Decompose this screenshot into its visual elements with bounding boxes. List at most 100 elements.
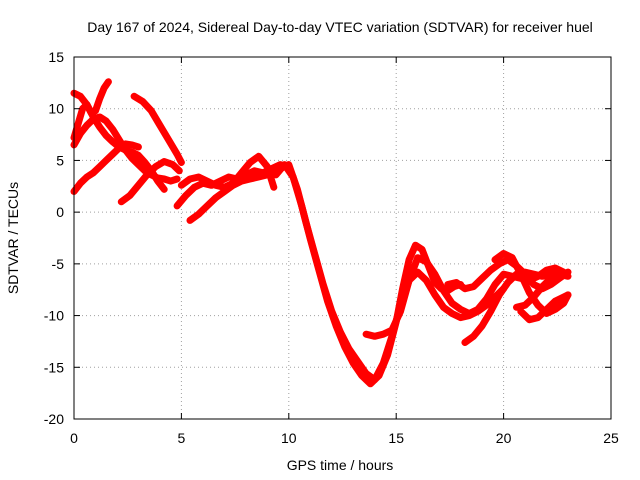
data-point — [225, 173, 232, 180]
data-point — [96, 124, 103, 131]
data-point — [285, 161, 292, 168]
data-point — [96, 113, 103, 120]
data-point — [83, 173, 90, 180]
data-point — [270, 184, 277, 191]
data-point — [530, 293, 537, 300]
data-point — [371, 376, 378, 383]
data-point — [534, 314, 541, 321]
data-point — [152, 163, 159, 170]
data-point — [337, 329, 344, 336]
data-point — [406, 277, 413, 284]
data-point — [509, 254, 516, 261]
data-point — [457, 306, 464, 313]
data-point — [328, 308, 335, 315]
data-point — [453, 279, 460, 286]
series-sat-e — [117, 158, 183, 206]
data-point — [526, 316, 533, 323]
x-tick-label: 10 — [281, 430, 297, 446]
data-point — [126, 192, 133, 199]
data-point — [128, 155, 135, 162]
data-point — [247, 176, 254, 183]
data-point — [148, 107, 155, 114]
data-point — [96, 95, 103, 102]
data-point — [565, 291, 572, 298]
data-point — [118, 198, 125, 205]
data-point — [500, 250, 507, 257]
data-point — [496, 260, 503, 267]
y-tick-label: -20 — [44, 411, 64, 427]
series-sat-f — [130, 92, 185, 166]
data-point — [174, 151, 181, 158]
data-point — [530, 271, 537, 278]
data-point — [457, 314, 464, 321]
y-tick-label: -15 — [44, 359, 64, 375]
data-point — [294, 186, 301, 193]
x-tick-label: 15 — [388, 430, 404, 446]
data-point — [302, 219, 309, 226]
data-point — [543, 306, 550, 313]
data-point — [255, 173, 262, 180]
y-tick-label: 15 — [48, 49, 64, 65]
data-point — [75, 120, 82, 127]
data-point — [174, 202, 181, 209]
data-point — [504, 279, 511, 286]
data-point — [423, 277, 430, 284]
plot-series — [70, 78, 572, 388]
data-point — [479, 322, 486, 329]
data-point — [144, 171, 151, 178]
data-point — [474, 306, 481, 313]
series-line — [285, 161, 508, 384]
data-point — [466, 310, 473, 317]
data-point — [141, 159, 148, 166]
data-point — [423, 258, 430, 265]
data-point — [496, 291, 503, 298]
data-point — [229, 182, 236, 189]
data-point — [565, 273, 572, 280]
grid — [74, 57, 611, 419]
data-point — [363, 331, 370, 338]
data-point — [92, 107, 99, 114]
data-point — [116, 136, 123, 143]
data-point — [186, 217, 193, 224]
data-point — [255, 153, 262, 160]
data-point — [264, 163, 271, 170]
data-point — [264, 171, 271, 178]
data-point — [90, 116, 97, 123]
data-point — [204, 178, 211, 185]
y-tick-label: 5 — [56, 152, 64, 168]
data-point — [174, 176, 181, 183]
data-point — [109, 151, 116, 158]
data-point — [487, 267, 494, 274]
data-point — [131, 93, 138, 100]
data-point — [380, 331, 387, 338]
data-point — [320, 281, 327, 288]
data-point — [547, 275, 554, 282]
data-point — [517, 308, 524, 315]
data-point — [178, 159, 185, 166]
data-point — [470, 283, 477, 290]
series-sat-o — [513, 270, 572, 311]
data-point — [526, 289, 533, 296]
data-point — [161, 158, 168, 165]
data-point — [101, 85, 108, 92]
y-tick-label: -5 — [52, 256, 65, 272]
data-point — [492, 281, 499, 288]
data-point — [135, 143, 142, 150]
data-point — [247, 159, 254, 166]
data-point — [83, 122, 90, 129]
data-point — [103, 118, 110, 125]
data-point — [354, 358, 361, 365]
data-point — [182, 192, 189, 199]
data-point — [221, 188, 228, 195]
data-point — [191, 184, 198, 191]
series-sat-p — [517, 291, 572, 324]
data-point — [167, 178, 174, 185]
x-axis-label: GPS time / hours — [287, 457, 394, 473]
data-point — [161, 186, 168, 193]
data-point — [539, 273, 546, 280]
data-point — [79, 105, 86, 112]
y-axis-label: SDTVAR / TECUs — [5, 182, 21, 294]
data-point — [77, 93, 84, 100]
data-point — [195, 211, 202, 218]
data-point — [418, 246, 425, 253]
